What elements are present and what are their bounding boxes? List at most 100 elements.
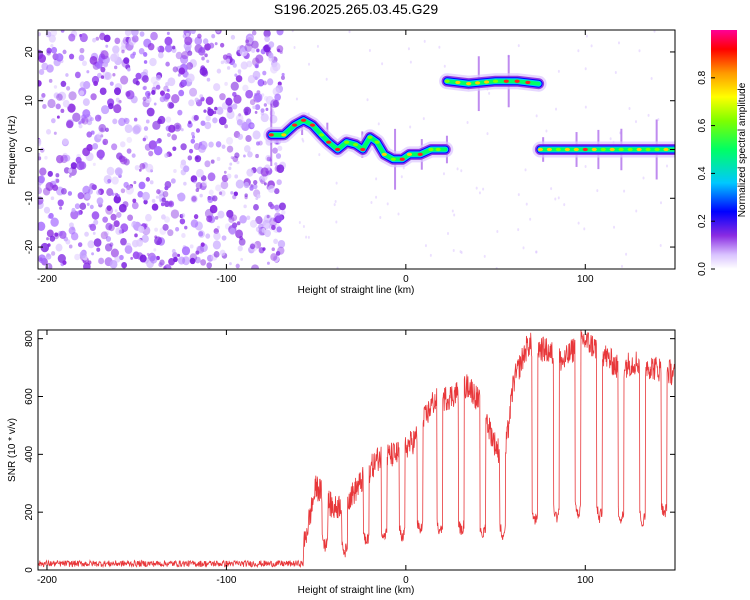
faint-blob [613, 225, 616, 229]
noise-blob [92, 143, 99, 150]
noise-blob [60, 30, 65, 33]
noise-blob [262, 219, 271, 230]
noise-blob [177, 73, 181, 77]
noise-blob [38, 156, 42, 161]
noise-blob [149, 255, 158, 264]
faint-blob [377, 122, 380, 126]
noise-blob [126, 148, 132, 154]
noise-blob [164, 216, 170, 223]
noise-blob [235, 75, 243, 83]
noise-blob [173, 169, 177, 174]
noise-blob [226, 173, 232, 179]
noise-blob [145, 213, 152, 222]
noise-blob [257, 78, 265, 87]
colorbar-gradient [711, 30, 737, 269]
noise-blob [118, 117, 126, 127]
faint-blob [442, 172, 445, 176]
noise-blob [53, 85, 58, 89]
noise-blob [199, 193, 203, 198]
noise-blob [261, 228, 266, 233]
faint-blob [482, 187, 485, 191]
noise-blob [60, 80, 67, 88]
noise-blob [240, 257, 244, 261]
noise-blob [124, 245, 133, 254]
faint-blob [438, 45, 441, 49]
noise-blob [206, 262, 213, 269]
noise-blob [45, 253, 52, 260]
noise-blob [165, 61, 170, 67]
noise-blob [224, 81, 228, 86]
noise-blob [207, 108, 214, 117]
noise-blob [246, 168, 254, 177]
noise-blob [60, 154, 68, 164]
noise-blob [237, 133, 244, 140]
noise-blob [226, 136, 234, 145]
noise-blob [200, 242, 205, 247]
faint-blob [305, 235, 308, 239]
noise-blob [273, 238, 279, 244]
noise-blob [275, 153, 282, 159]
faint-blob [596, 189, 599, 193]
noise-blob [41, 62, 49, 71]
noise-blob [196, 168, 204, 178]
noise-blob [59, 230, 67, 239]
noise-blob [220, 60, 225, 65]
noise-blob [155, 195, 159, 199]
faint-blob [386, 202, 389, 206]
noise-blob [68, 168, 73, 173]
snr-series-line [38, 330, 675, 569]
y-tick-label: 20 [24, 46, 35, 58]
noise-blob [213, 228, 219, 235]
hot-spot [654, 147, 660, 152]
noise-blob [68, 33, 76, 42]
noise-blob [51, 46, 58, 54]
noise-blob [120, 45, 127, 52]
noise-blob [125, 91, 131, 97]
noise-blob [213, 251, 220, 258]
faint-blob [590, 44, 593, 48]
noise-blob [221, 144, 226, 149]
noise-blob [46, 229, 54, 238]
noise-blob [173, 122, 182, 132]
noise-blob [272, 255, 280, 263]
noise-blob [267, 184, 275, 193]
faint-blob [336, 266, 339, 269]
noise-blob [154, 227, 158, 232]
noise-blob [68, 174, 72, 178]
hot-spot [335, 147, 341, 152]
snr-marks [38, 330, 675, 569]
noise-blob [96, 189, 101, 196]
noise-blob [190, 219, 199, 228]
noise-blob [84, 231, 89, 237]
noise-blob [180, 159, 187, 166]
noise-blob [177, 192, 186, 202]
noise-blob [251, 40, 259, 49]
noise-blob [205, 96, 214, 106]
noise-blob [256, 141, 260, 146]
noise-blob [166, 132, 171, 138]
noise-blob [39, 147, 45, 153]
hot-spot [645, 147, 651, 152]
noise-blob [86, 131, 93, 138]
noise-blob [207, 172, 216, 182]
noise-blob [191, 135, 196, 139]
noise-blob [184, 225, 188, 230]
noise-blob [249, 186, 254, 191]
noise-blob [88, 224, 92, 228]
noise-blob [143, 85, 148, 91]
colorbar-tick-label: 0.2 [697, 214, 708, 228]
noise-blob [245, 134, 252, 143]
noise-blob [243, 154, 246, 158]
noise-blob [266, 214, 270, 219]
noise-blob [200, 120, 206, 126]
noise-blob [96, 247, 101, 252]
noise-blob [194, 256, 201, 264]
noise-blob [189, 253, 198, 262]
noise-blob [101, 105, 110, 115]
faint-blob [617, 41, 620, 45]
noise-blob [270, 253, 278, 261]
noise-blob [124, 30, 132, 37]
noise-blob [230, 34, 236, 40]
noise-blob [102, 216, 108, 223]
faint-blob [325, 77, 328, 81]
